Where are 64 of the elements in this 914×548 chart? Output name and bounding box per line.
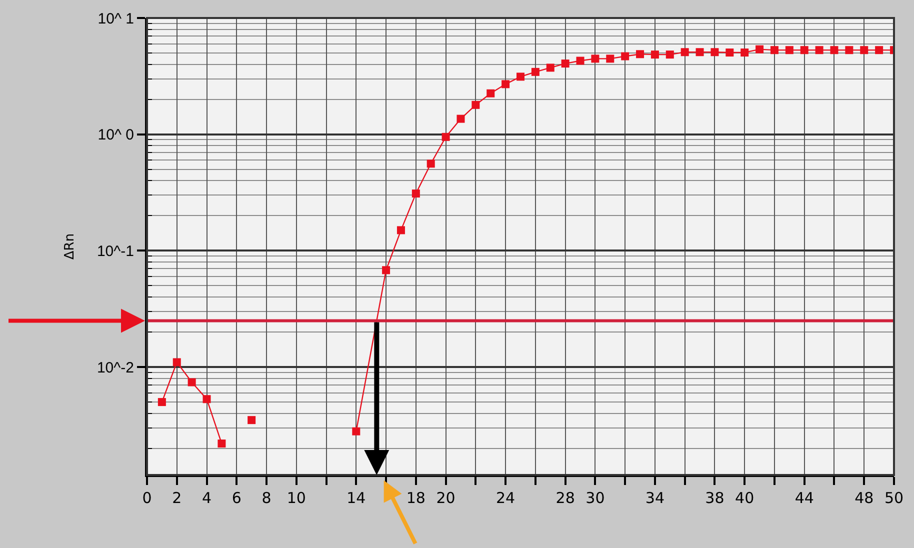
- x-tick-label: 28: [556, 489, 575, 507]
- x-tick-label: 6: [232, 489, 242, 507]
- point: [352, 427, 360, 436]
- point: [486, 89, 495, 98]
- point: [576, 56, 584, 65]
- point: [785, 46, 794, 54]
- point: [710, 48, 719, 56]
- x-tick-label: 10: [286, 489, 306, 507]
- point: [426, 160, 435, 168]
- point: [158, 398, 166, 406]
- x-tick-label: 20: [436, 489, 456, 507]
- point: [591, 54, 600, 63]
- x-tick-label: 14: [346, 489, 366, 507]
- point: [815, 46, 824, 54]
- y-axis-title: ΔRn: [62, 233, 78, 260]
- x-tick-label: 48: [854, 489, 874, 507]
- y-tick-label: 10^ 0: [98, 126, 134, 144]
- point: [606, 54, 614, 63]
- x-tick-label: 40: [735, 489, 754, 507]
- x-tick-label: 18: [406, 489, 426, 507]
- point: [561, 60, 570, 68]
- point: [396, 226, 405, 234]
- y-tick-label: 10^ 1: [98, 10, 134, 28]
- point: [621, 52, 630, 60]
- point: [412, 190, 420, 198]
- point: [442, 132, 450, 141]
- point: [845, 46, 854, 54]
- y-tick-label: 10^-2: [96, 359, 134, 376]
- point: [218, 440, 226, 448]
- point: [756, 45, 764, 54]
- x-tick-label: 4: [202, 489, 212, 507]
- point: [502, 80, 510, 88]
- point: [830, 46, 838, 54]
- x-tick-label: 2: [172, 489, 182, 507]
- y-tick-label: 10^-1: [96, 242, 134, 260]
- x-tick-label: 24: [496, 489, 516, 507]
- point: [531, 68, 540, 76]
- point: [800, 46, 808, 54]
- point: [680, 48, 689, 56]
- point: [860, 46, 868, 54]
- x-tick-label: 0: [142, 489, 152, 507]
- point: [172, 358, 181, 366]
- x-tick-label: 50: [884, 489, 904, 507]
- point: [456, 114, 465, 123]
- x-tick-label: 30: [586, 489, 605, 507]
- point: [726, 48, 734, 57]
- point: [546, 64, 554, 72]
- point: [650, 50, 659, 59]
- point: [188, 378, 196, 386]
- x-tick-label: 34: [645, 489, 665, 507]
- point: [516, 72, 524, 81]
- point: [666, 50, 674, 59]
- point: [770, 46, 778, 54]
- x-tick-label: 8: [262, 489, 272, 507]
- point: [740, 48, 749, 57]
- point: [875, 46, 884, 54]
- x-tick-label: 38: [705, 489, 724, 507]
- point: [382, 266, 390, 274]
- point: [202, 395, 211, 404]
- point: [472, 100, 480, 109]
- point: [636, 50, 644, 58]
- x-tick-label: 44: [794, 489, 814, 507]
- point: [248, 416, 256, 424]
- point: [696, 48, 704, 56]
